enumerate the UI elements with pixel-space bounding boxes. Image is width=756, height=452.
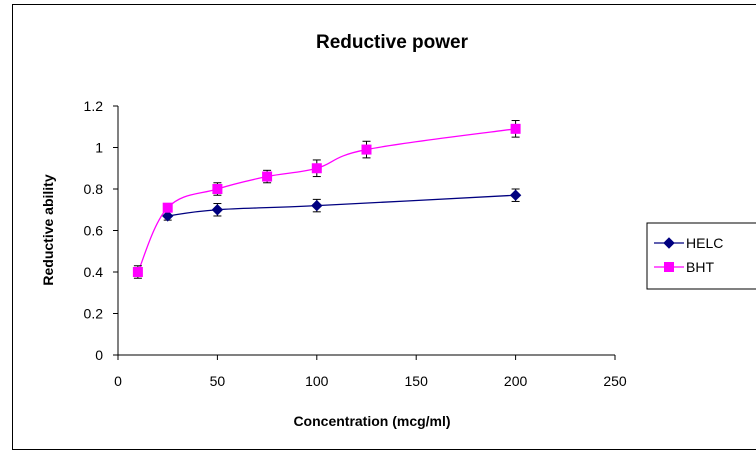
y-tick-label: 0.4 <box>84 264 104 280</box>
x-tick-label: 0 <box>114 373 122 389</box>
series-line <box>167 194 516 217</box>
x-ticks: 0 50 100 150 200 250 <box>114 355 627 389</box>
legend-box <box>646 222 756 290</box>
data-point <box>161 210 174 222</box>
series-layer <box>132 120 522 279</box>
legend-label: BHT <box>686 259 714 275</box>
y-tick-label: 1 <box>95 140 103 156</box>
y-tick-label: 0.6 <box>84 223 104 239</box>
data-point <box>212 184 223 194</box>
y-tick-label: 0.2 <box>84 306 104 322</box>
x-tick-label: 150 <box>405 373 429 389</box>
chart-frame <box>12 4 756 450</box>
series-line <box>137 128 516 273</box>
data-point <box>510 123 521 134</box>
series-helc <box>161 188 522 222</box>
data-point <box>211 204 224 216</box>
legend-item-helc: HELC <box>654 235 723 251</box>
x-tick-label: 200 <box>504 373 528 389</box>
data-point <box>311 163 322 174</box>
data-point <box>361 144 372 155</box>
data-point <box>132 267 143 277</box>
y-axis-title: Reductive ability <box>40 174 56 285</box>
y-tick-label: 1.2 <box>84 98 104 114</box>
x-axis-title: Concentration (mcg/ml) <box>293 413 450 429</box>
legend-item-bht: BHT <box>654 259 714 275</box>
legend-marker <box>664 262 674 272</box>
x-tick-label: 100 <box>305 373 329 389</box>
legend-label: HELC <box>686 235 723 251</box>
series-bht <box>132 120 521 279</box>
x-tick-label: 250 <box>603 373 627 389</box>
data-point <box>311 199 323 212</box>
y-ticks: 0 0.2 0.4 0.6 0.8 1 1.2 <box>84 98 118 363</box>
y-tick-label: 0 <box>95 347 103 363</box>
x-tick-label: 50 <box>210 373 226 389</box>
y-tick-label: 0.8 <box>84 181 104 197</box>
chart-title: Reductive power <box>316 32 469 53</box>
data-point <box>262 171 273 182</box>
legend-marker <box>663 237 675 249</box>
legend: HELC BHT <box>646 222 756 290</box>
data-point <box>162 202 173 213</box>
data-point <box>509 189 522 201</box>
